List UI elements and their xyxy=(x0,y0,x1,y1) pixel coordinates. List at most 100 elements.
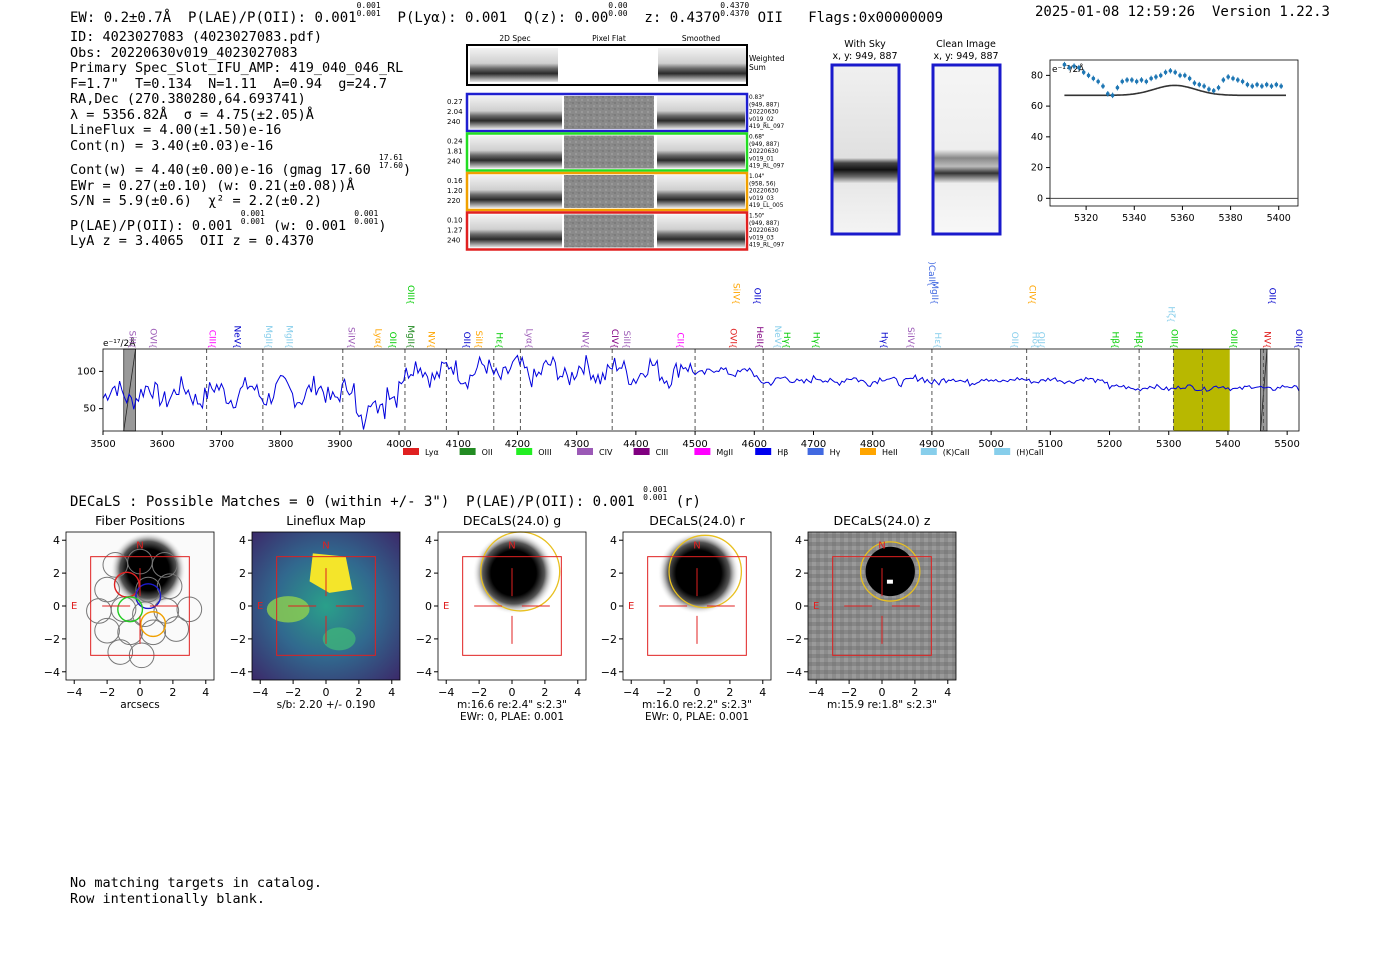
cutout-left-0-2: 240 xyxy=(447,118,460,126)
spectrum-xtick-label-18: 5300 xyxy=(1156,439,1181,450)
spectrum-line-label-22: OII xyxy=(751,288,761,300)
zoom-ytick-label-4: 0 xyxy=(1037,193,1043,204)
info-contn: Cont(n) = 3.40(±0.03)e-16 xyxy=(70,137,274,154)
decals-panel-title-2: DECaLS(24.0) g xyxy=(463,513,561,528)
fiber-circle-9 xyxy=(132,601,158,628)
zoom-point-2 xyxy=(1072,64,1076,68)
zoom-point-0 xyxy=(1062,62,1067,67)
decals-east-0: E xyxy=(71,601,77,612)
sky-clean-panel: With Sky x, y: 949, 887 Clean Image x, y… xyxy=(830,39,1002,236)
cutout-left-3-0: 0.10 xyxy=(447,217,463,225)
info-ewr: EWr = 0.27(±0.10) (w: 0.21(±0.08))Å xyxy=(70,177,355,194)
header-summary: EW: 0.2±0.7Å P(LAE)/P(OII): 0.0010.001 0.… xyxy=(70,1,943,27)
decals-xtick-label-0-1: −2 xyxy=(99,686,115,699)
clean-title: Clean Image xyxy=(936,39,996,50)
decals-aperture-box-3 xyxy=(647,556,747,656)
zoom-xtick-label-4: 5400 xyxy=(1267,213,1291,224)
zoom-ytick-label-1: 60 xyxy=(1031,101,1043,112)
decals-xtick-label-2-4: 4 xyxy=(574,686,581,699)
decals-ytick-label-4-2: 0 xyxy=(795,600,802,613)
fiber-circle-12 xyxy=(94,617,120,644)
spectrum-legend-label-2: OIII xyxy=(538,448,551,457)
spectrum-xtick-label-16: 5100 xyxy=(1038,439,1063,450)
cutout-pixelflat-2 xyxy=(564,175,654,208)
zoom-point-16 xyxy=(1139,78,1144,82)
spectrum-xtick-label-4: 3900 xyxy=(327,439,352,450)
zoom-point-40 xyxy=(1255,82,1259,87)
spectrum-line-brace-9: { xyxy=(406,344,415,349)
zoom-point-28 xyxy=(1197,82,1202,87)
zoom-point-45 xyxy=(1279,84,1283,88)
spectrum-line-brace-6: { xyxy=(347,344,356,349)
cutout-right-3-0: 1.50" xyxy=(749,214,765,220)
info-lineflux: LineFlux = 4.00(±1.50)e-16 xyxy=(70,122,282,138)
spectrum-legend-label-9: (K)CaII xyxy=(943,448,970,457)
spectrum-xtick-label-6: 4100 xyxy=(446,439,471,450)
spectrum-line-label-41: NV xyxy=(1262,331,1272,345)
header-version: Version 1.22.3 xyxy=(1211,4,1330,20)
zoom-point-43 xyxy=(1269,84,1274,88)
cutout-smoothed-3 xyxy=(657,214,745,248)
decals-ytick-label-2-1: 2 xyxy=(425,567,432,580)
decals-aperture-box-2 xyxy=(462,556,562,656)
decals-ytick-label-0-3: −2 xyxy=(44,633,60,646)
zoom-point-34 xyxy=(1226,75,1230,79)
spectrum-line-brace-43: { xyxy=(1294,344,1303,349)
info-plae-hi: 0.001 xyxy=(240,208,265,218)
clean-xy: x, y: 949, 887 xyxy=(933,51,998,62)
weighted-sum-2d xyxy=(470,48,558,82)
decals-ytick-label-4-4: −4 xyxy=(786,666,802,679)
decals-title-hi: 0.001 xyxy=(643,485,668,494)
spectrum-line-label-20: OVI xyxy=(728,328,738,344)
spectrum-line-label-17: CIV xyxy=(609,329,619,345)
zoom-point-15 xyxy=(1134,79,1139,84)
with-sky-image xyxy=(830,63,901,236)
spectrum-legend-label-3: CIV xyxy=(599,448,613,457)
header-qz-lo: 0.00 xyxy=(608,9,628,18)
spectrum-line-label-32: CIV xyxy=(1027,285,1037,301)
decals-aperture-box-4 xyxy=(832,556,932,656)
decals-ytick-label-0-1: 2 xyxy=(53,567,60,580)
zoom-point-19 xyxy=(1154,75,1158,79)
spectrum-line-brace-0: { xyxy=(128,344,137,349)
decals-xtick-label-3-2: 0 xyxy=(694,686,701,699)
zoom-point-14 xyxy=(1130,78,1134,82)
spectrum-ytick-label-1: 50 xyxy=(83,404,96,415)
cutout-right-3-2: 20220630 xyxy=(749,228,779,234)
spectrum-legend-swatch-4 xyxy=(633,448,650,455)
zoom-point-38 xyxy=(1245,82,1250,87)
info-lya-oii: LyA z = 3.4065 OII z = 0.4370 xyxy=(70,233,314,249)
decals-xtick-label-1-0: −4 xyxy=(252,686,268,699)
spectrum-legend-label-7: Hγ xyxy=(830,448,841,457)
decals-ytick-label-2-3: −2 xyxy=(416,633,432,646)
spectrum-line-brace-24: { xyxy=(773,344,782,349)
cutout-right-0-1: (949, 887) xyxy=(749,102,779,108)
header-qz-hi: 0.00 xyxy=(608,1,628,10)
spectrum-legend-label-0: Lyα xyxy=(425,448,439,457)
zoom-point-41 xyxy=(1260,84,1264,88)
zoom-point-10 xyxy=(1110,93,1115,98)
decals-ytick-label-1-4: −4 xyxy=(230,666,246,679)
decals-match-circle-3 xyxy=(668,534,743,609)
decals-title-suffix: (r) xyxy=(675,494,701,510)
cutout-pixelflat-0 xyxy=(564,96,654,129)
zoom-xtick-label-0: 5320 xyxy=(1074,213,1098,224)
decals-ytick-label-4-0: 4 xyxy=(795,534,802,547)
zoom-point-11 xyxy=(1115,85,1120,90)
spectrum-line-label-11: OIII xyxy=(405,285,415,300)
spectrum-line-label-25: Hγ xyxy=(781,332,791,345)
decals-xtick-label-2-1: −2 xyxy=(471,686,487,699)
decals-ytick-label-1-1: 2 xyxy=(239,567,246,580)
zoom-point-3 xyxy=(1077,65,1081,70)
spectrum-line-label-35: OII xyxy=(1035,332,1045,344)
lineflux-blob-bottom xyxy=(322,627,356,651)
decals-panel-title-3: DECaLS(24.0) r xyxy=(649,513,745,528)
decals-ytick-label-4-3: −2 xyxy=(786,633,802,646)
zoom-point-18 xyxy=(1149,76,1153,81)
zoom-point-29 xyxy=(1202,84,1206,88)
header-z-lo: 0.4370 xyxy=(720,9,750,18)
cutouts-panel: 2D Spec Pixel Flat Smoothed Weighted Sum… xyxy=(447,34,785,251)
decals-aperture-box-0 xyxy=(90,556,190,656)
spectrum-line-brace-8: { xyxy=(388,344,397,349)
